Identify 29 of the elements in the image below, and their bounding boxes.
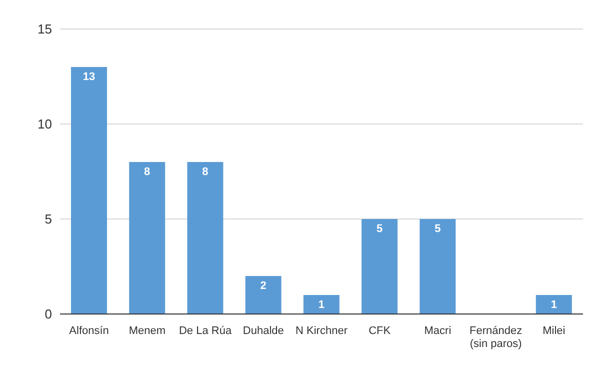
x-tick-label: Milei (542, 325, 566, 337)
data-label: 13 (82, 70, 96, 83)
data-label: 2 (260, 280, 266, 292)
x-tick-label: N Kirchner (296, 325, 348, 337)
x-tick-label: Alfonsín (69, 325, 109, 337)
data-label: 1 (550, 298, 557, 311)
bar (245, 276, 282, 314)
bar (362, 219, 398, 314)
x-tick-label: Menem (128, 325, 166, 337)
bar (129, 162, 166, 314)
data-label: 5 (434, 222, 441, 235)
x-tick-label: Fernández (sin paros) (470, 325, 522, 350)
bar (187, 162, 224, 314)
bar (536, 295, 572, 314)
data-label: 8 (144, 166, 150, 178)
bar (303, 295, 340, 314)
data-label: 8 (202, 166, 208, 178)
x-tick-label: CFK (368, 325, 392, 337)
x-tick-label: Duhalde (242, 325, 284, 337)
y-tick-label: 0 (44, 306, 52, 322)
y-tick-label: 15 (38, 22, 52, 37)
bar (71, 67, 107, 314)
y-tick-label: 5 (44, 212, 52, 227)
y-tick-label: 10 (38, 116, 52, 132)
data-label: 1 (318, 298, 325, 311)
bar (420, 219, 456, 314)
x-tick-label: Macri (424, 325, 452, 337)
data-label: 5 (376, 222, 383, 235)
x-tick-label: De La Rúa (178, 325, 232, 337)
